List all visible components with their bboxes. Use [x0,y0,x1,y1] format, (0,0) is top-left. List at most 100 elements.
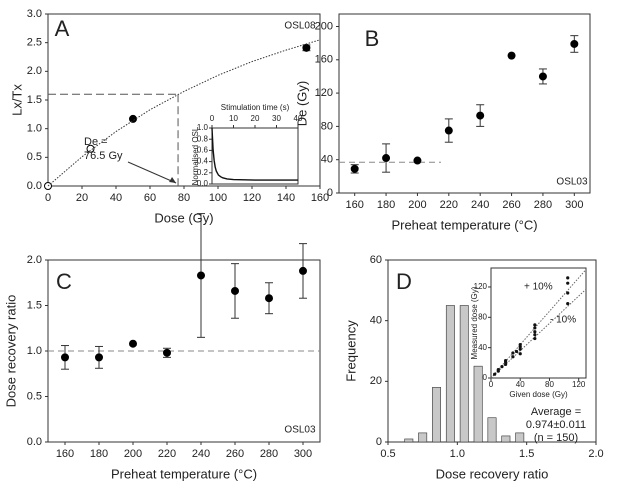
stats-text: (n = 150) [534,432,578,444]
y-tick-label: 1.5 [27,299,42,311]
x-tick-label: 180 [90,448,108,460]
inset-point [496,368,500,372]
y-tick-label: 0.0 [27,180,42,192]
data-point [163,348,171,357]
inset-point [500,365,504,369]
y-tick-label: 40 [321,154,333,166]
x-tick-label: 60 [144,192,156,204]
x-tick-label: 100 [209,192,227,204]
x-axis-label: Stimulation time (s) [221,103,290,112]
y-tick-label: 160 [315,54,333,66]
histogram-bar [418,432,428,443]
x-tick-label: 220 [158,448,176,460]
data-point [265,294,273,303]
osl-curve [211,127,298,181]
data-point [231,286,239,295]
x-tick-label: 300 [294,448,312,460]
x-tick-label: 120 [243,192,261,204]
y-tick-label: 0.8 [197,134,209,143]
x-tick-label: 30 [272,114,281,123]
data-point [507,51,516,60]
y-tick-label: 0.0 [197,179,209,188]
x-tick-label: 120 [572,380,586,389]
x-tick-label: 1.0 [450,448,465,460]
x-tick-label: 160 [56,448,74,460]
inset-point [493,372,497,376]
x-tick-label: 260 [502,199,520,211]
panel-label: B [365,26,380,51]
x-tick-label: 0.5 [380,448,395,460]
data-point [129,114,137,123]
data-point [570,39,579,48]
y-tick-label: 120 [315,87,333,99]
data-point [413,156,422,165]
histogram-bar [445,305,455,443]
plot-frame [338,13,591,194]
x-tick-label: 40 [294,114,303,123]
panel-label: A [55,16,70,41]
x-tick-label: 10 [229,114,238,123]
y-tick-label: 2.0 [27,254,42,266]
x-axis-label: Dose (Gy) [154,210,213,225]
inset-point [511,355,515,359]
ratio-label: - 10% [550,315,576,326]
y-axis-label: Dose recovery ratio [3,295,18,408]
y-axis-label: Frequency [343,320,358,382]
x-tick-label: 160 [311,192,329,204]
data-point [86,144,95,153]
histogram-bar [501,435,511,443]
data-point [350,164,359,173]
inset-point [504,358,508,363]
inset-point [518,343,522,347]
inset-point [566,302,570,306]
histogram-bar [432,387,441,443]
y-tick-label: 1.0 [197,123,209,132]
x-tick-label: 1.5 [519,448,534,460]
y-tick-label: 60 [370,254,382,266]
histogram-bar [473,365,483,443]
y-tick-label: 40 [478,343,487,352]
x-axis-label: Given dose (Gy) [509,390,568,399]
y-tick-label: 1.0 [27,123,42,135]
inset-point [533,326,537,330]
data-point [476,111,485,120]
ratio-line [490,288,587,379]
x-tick-label: 160 [346,199,364,211]
y-tick-label: 1.5 [27,94,42,106]
data-point [95,353,103,362]
plot-frame [490,267,587,379]
y-tick-label: 80 [478,312,487,321]
y-tick-label: 80 [321,120,333,132]
data-point [61,353,69,362]
y-tick-label: 40 [370,315,382,327]
y-tick-label: 0.5 [27,151,42,163]
y-tick-label: 0 [483,373,488,382]
data-point [382,154,391,163]
x-tick-label: 240 [471,199,489,211]
data-point [129,339,137,348]
plot-frame [211,127,299,185]
x-tick-label: 300 [565,199,583,211]
data-point [538,72,547,81]
inset-point [511,351,515,355]
y-tick-label: 200 [315,20,333,32]
x-tick-label: 220 [440,199,458,211]
y-tick-label: 120 [474,282,488,291]
x-tick-label: 140 [277,192,295,204]
x-tick-label: 180 [377,199,395,211]
y-tick-label: 2.5 [27,37,42,49]
inset-point [533,330,537,334]
histogram-bar [487,417,497,443]
x-axis-label: Preheat temperature (°C) [391,217,537,232]
y-tick-label: 3.0 [27,8,42,20]
sample-label: OSL08 [284,21,316,32]
y-tick-label: 0.6 [197,146,209,155]
x-tick-label: 20 [251,114,260,123]
y-tick-label: 2.0 [27,65,42,77]
y-axis-label: De (Gy) [294,81,309,127]
y-axis-label: Normalised OSL [191,126,200,185]
y-axis-label: Lx/Tx [9,84,24,116]
inset-point [518,347,522,351]
x-tick-label: 80 [178,192,190,204]
